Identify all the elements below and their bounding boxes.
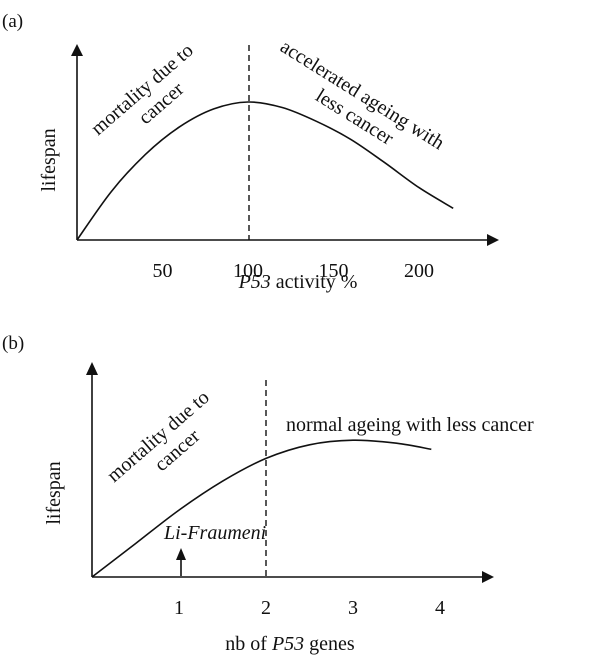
panel-b-xlabel-italic: P53	[271, 633, 304, 655]
panel-b-x-tick-label: 3	[348, 597, 358, 619]
panel-b-xlabel: nb of P53 genes	[225, 633, 355, 655]
panel-b-annotation-mortality: mortality due to cancer	[103, 383, 233, 504]
panel-a-annotation-ageing-line1: accelerated ageing with	[276, 36, 448, 155]
panel-a-x-tick-label: 150	[319, 260, 349, 282]
panel-a-x-tick-label: 50	[153, 260, 173, 282]
panel-b-annotation-li-fraumeni: Li-Fraumeni	[163, 522, 266, 544]
panel-a-annotation-mortality: mortality due to cancer	[87, 36, 217, 157]
panel-b: (b) lifespan 1 2 3 4 mortality due to cance…	[2, 333, 534, 655]
panel-b-label: (b)	[2, 333, 24, 354]
panel-a-xlabel-rest: activity %	[271, 271, 358, 293]
panel-a: (a) lifespan 50 100 150 200 mortality due t…	[2, 11, 499, 293]
panel-a-curve	[76, 101, 454, 241]
panel-b-li-fraumeni-arrowhead	[176, 548, 186, 560]
panel-b-x-tick-label: 1	[174, 597, 184, 619]
panel-a-annotation-ageing: accelerated ageing with less cancer	[264, 36, 452, 177]
panel-b-x-ticks: 1 2 3 4	[174, 597, 445, 619]
panel-b-x-tick-label: 4	[435, 597, 445, 619]
panel-a-x-tick-label: 100	[233, 260, 263, 282]
panel-b-curve	[91, 439, 432, 578]
panel-a-x-tick-label: 200	[404, 260, 434, 282]
panel-b-xlabel-prefix: nb of	[225, 633, 272, 655]
panel-b-y-arrowhead	[86, 362, 98, 375]
panel-b-ylabel: lifespan	[43, 461, 65, 524]
panel-a-xlabel-italic: P53	[238, 271, 271, 293]
panel-b-annotation-normal-ageing: normal ageing with less cancer	[286, 414, 534, 436]
panel-a-ylabel: lifespan	[38, 128, 60, 191]
panel-b-x-arrowhead	[482, 571, 494, 583]
panel-b-xlabel-rest: genes	[304, 633, 355, 655]
panel-a-xlabel: P53 activity %	[238, 271, 358, 293]
panel-a-y-arrowhead	[71, 44, 83, 56]
panel-a-label: (a)	[2, 11, 23, 32]
panel-b-x-tick-label: 2	[261, 597, 271, 619]
panel-a-x-arrowhead	[487, 234, 499, 246]
panel-a-x-ticks: 50 100 150 200	[153, 260, 435, 282]
